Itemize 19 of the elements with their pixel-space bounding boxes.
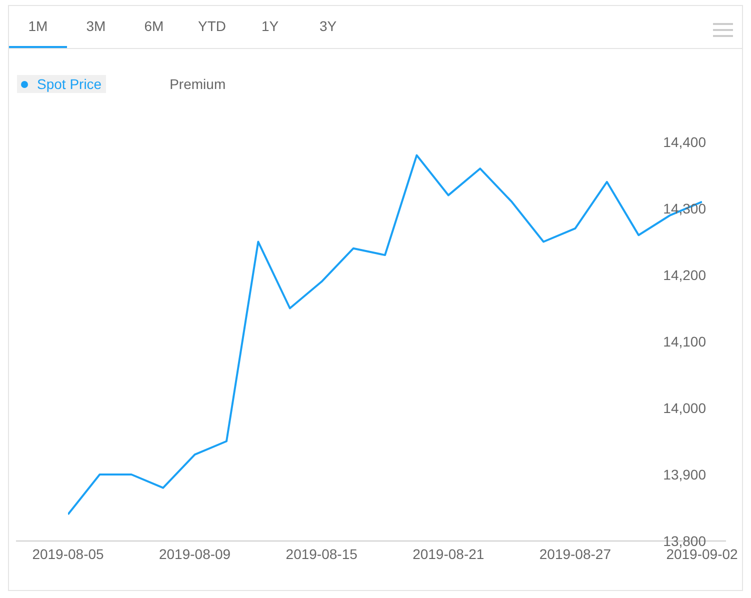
legend-label: Premium [170,76,226,92]
x-tick-label: 2019-08-21 [412,546,484,562]
x-tick-label: 2019-08-27 [539,546,612,562]
y-tick-label: 14,000 [663,400,706,416]
text: 1M [9,6,67,48]
x-tick-label: 2019-08-09 [158,546,231,562]
y-tick-label: 13,900 [663,466,706,482]
text: YTD [197,17,227,36]
text: 3M [85,17,107,36]
x-tick-label: 2019-08-15 [286,546,358,562]
text: 3Y [318,17,338,36]
text: 6M [143,17,165,36]
x-tick-label: 2019-08-05 [32,546,104,562]
y-tick-label: 13,800 [663,532,706,549]
legend-label: Spot Price [37,76,102,92]
y-tick-label: 14,200 [663,266,706,283]
text: 1Y [260,17,280,36]
y-tick-label: 14,400 [663,134,706,150]
y-tick-label: 14,100 [663,333,706,350]
